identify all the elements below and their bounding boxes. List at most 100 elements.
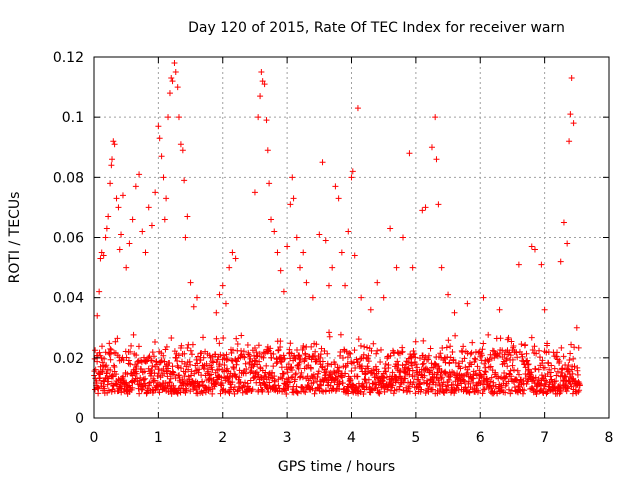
data-point [94,312,101,319]
data-point [565,367,572,374]
data-point [318,345,325,352]
data-point [229,347,236,354]
data-point [352,365,359,372]
data-point [485,358,492,365]
data-point [142,249,149,256]
data-point [200,354,207,361]
data-point [118,385,125,392]
data-point [501,360,508,367]
data-point [114,335,121,342]
data-point [435,377,442,384]
data-point [203,360,210,367]
data-point [446,359,453,366]
data-point [98,249,105,256]
data-point [349,168,356,175]
data-point [302,355,309,362]
data-point [505,378,512,385]
data-point [372,363,379,370]
data-point [169,368,176,375]
data-point [102,349,109,356]
data-point [285,361,292,368]
data-point [178,365,185,372]
data-point [238,332,245,339]
data-point [354,105,361,112]
data-point [289,386,296,393]
data-point [171,60,178,67]
data-point [464,369,471,376]
data-point [339,374,346,381]
data-point [336,364,343,371]
data-point [514,367,521,374]
data-point [217,351,224,358]
data-point [508,338,515,345]
data-point [205,368,212,375]
data-point [480,294,487,301]
data-point [118,231,125,238]
data-point [265,388,272,395]
data-point [97,255,104,262]
data-point [103,362,110,369]
data-point [158,153,165,160]
data-point [277,374,284,381]
data-point [104,381,111,388]
data-point [573,324,580,331]
data-point [322,372,329,379]
data-point [281,355,288,362]
data-point [458,380,465,387]
data-point [574,367,581,374]
data-point [442,368,449,375]
data-point [519,390,526,397]
data-point [149,349,156,356]
data-point [348,174,355,181]
data-point [365,365,372,372]
data-point [221,362,228,369]
data-point [505,386,512,393]
data-point [452,332,459,339]
data-point [222,300,229,307]
data-point [315,368,322,375]
data-point [329,264,336,271]
data-point [561,373,568,380]
data-point [280,370,287,377]
data-point [345,390,352,397]
data-point [326,333,333,340]
x-tick-label: 7 [540,430,549,446]
data-point [234,341,241,348]
data-point [413,361,420,368]
data-point [108,346,115,353]
data-point [564,240,571,247]
data-point [344,354,351,361]
data-point [236,380,243,387]
data-point [553,372,560,379]
data-point [322,237,329,244]
data-point [277,343,284,350]
data-point [482,369,489,376]
data-point [261,372,268,379]
data-point [479,352,486,359]
data-point [471,355,478,362]
data-point [303,279,310,286]
data-point [187,372,194,379]
data-point [216,340,223,347]
data-point [490,379,497,386]
data-point [280,288,287,295]
data-point [505,334,512,341]
data-point [418,386,425,393]
data-point [239,389,246,396]
data-point [435,363,442,370]
data-point [496,306,503,313]
data-point [481,385,488,392]
y-axis-title: ROTI / TECUs [7,192,23,284]
data-point [142,375,149,382]
data-point [251,374,258,381]
chart-title: Day 120 of 2015, Rate Of TEC Index for r… [188,20,565,36]
data-point [523,358,530,365]
data-point [222,387,229,394]
data-point [399,344,406,351]
data-point [396,369,403,376]
data-point [335,195,342,202]
data-point [148,366,155,373]
data-point [194,294,200,301]
data-point [294,347,301,354]
data-point [469,339,476,346]
